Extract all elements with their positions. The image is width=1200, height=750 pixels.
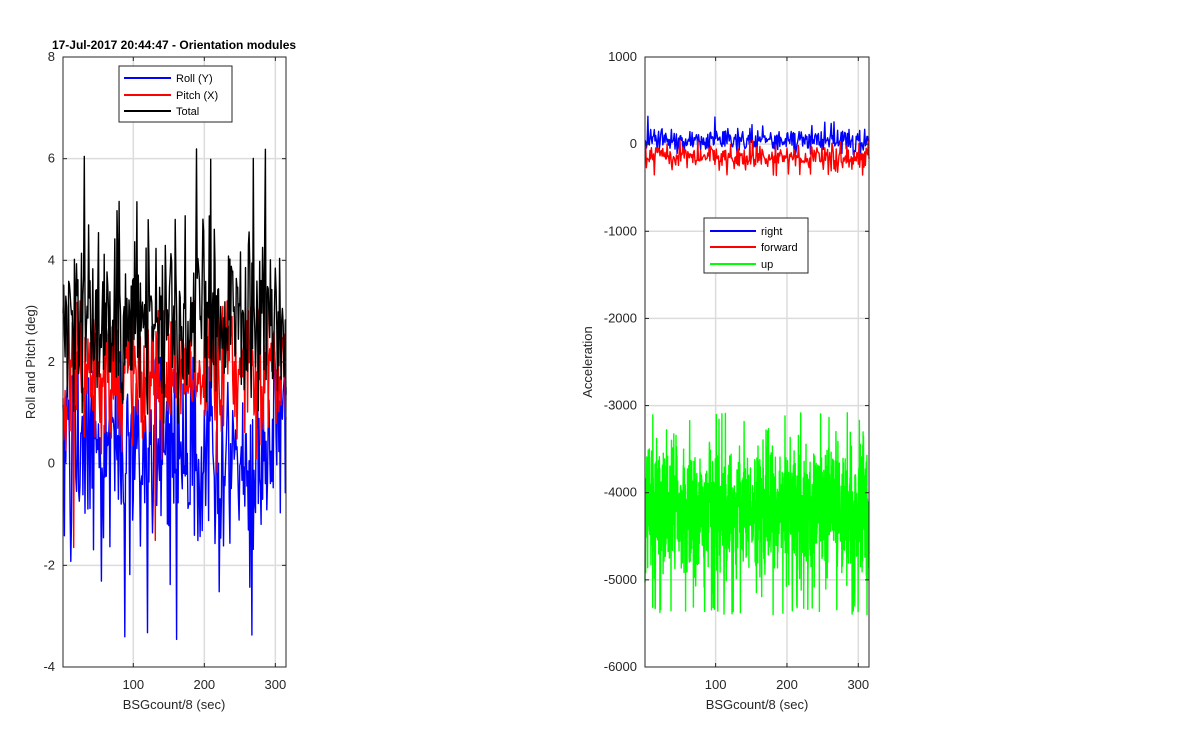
- y-tick-label: -1000: [604, 223, 637, 238]
- y-axis-label: Acceleration: [580, 326, 595, 398]
- y-tick-label: 2: [48, 354, 55, 369]
- legend-label-forward: forward: [761, 242, 798, 254]
- y-axis-label: Roll and Pitch (deg): [23, 305, 38, 419]
- series-line-roll-y: [62, 351, 287, 641]
- y-tick-label: 0: [630, 136, 637, 151]
- y-tick-label: 8: [48, 49, 55, 64]
- x-axis-label: BSGcount/8 (sec): [123, 697, 226, 712]
- y-tick-label: 6: [48, 151, 55, 166]
- plot-lines: [644, 115, 870, 616]
- axes-box: [644, 56, 870, 668]
- x-tick-label: 100: [122, 677, 144, 692]
- legend-label-right: right: [761, 226, 782, 238]
- x-tick-label: 100: [705, 677, 727, 692]
- x-tick-label: 200: [776, 677, 798, 692]
- x-axis-label: BSGcount/8 (sec): [706, 697, 809, 712]
- y-tick-label: -4000: [604, 485, 637, 500]
- legend-label-up: up: [761, 259, 773, 271]
- x-tick-label: 300: [264, 677, 286, 692]
- y-tick-label: -3000: [604, 398, 637, 413]
- y-tick-label: 4: [48, 252, 55, 267]
- y-tick-label: -4: [43, 659, 55, 674]
- x-tick-label: 300: [847, 677, 869, 692]
- series-line-forward: [644, 139, 870, 177]
- axes-acceleration: 100 200 300 -6000 -5000 -4000 -3000 -2000 -1000 0…: [580, 49, 870, 712]
- y-tick-label: -2000: [604, 310, 637, 325]
- legend: right forward up: [703, 217, 809, 274]
- tick-labels: 100 200 300 -4 -2 0 2 4 6 8: [43, 49, 286, 692]
- y-tick-label: 1000: [608, 49, 637, 64]
- x-tick-label: 200: [193, 677, 215, 692]
- series-line-up: [644, 412, 870, 616]
- legend-label-roll: Roll (Y): [176, 73, 213, 85]
- legend: Roll (Y) Pitch (X) Total: [118, 65, 233, 123]
- legend-label-pitch: Pitch (X): [176, 90, 218, 102]
- series-line-total: [62, 148, 287, 424]
- chart-title: 17-Jul-2017 20:44:47 - Orientation modul…: [52, 38, 296, 52]
- y-tick-label: -2: [43, 557, 55, 572]
- y-tick-label: -5000: [604, 572, 637, 587]
- axes-orientation: 17-Jul-2017 20:44:47 - Orientation modul…: [23, 38, 296, 712]
- y-tick-label: 0: [48, 456, 55, 471]
- legend-label-total: Total: [176, 106, 199, 118]
- y-tick-label: -6000: [604, 659, 637, 674]
- plot-lines: [62, 148, 287, 641]
- tick-labels: 100 200 300 -6000 -5000 -4000 -3000 -2000 -1000 0…: [604, 49, 869, 692]
